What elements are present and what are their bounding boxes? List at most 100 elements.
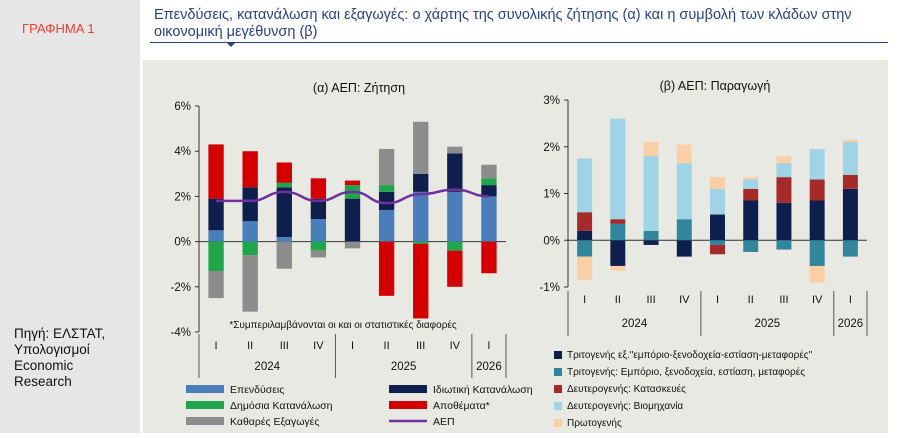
legend-swatch-trade xyxy=(554,351,562,359)
y-tick-label: 6% xyxy=(174,101,191,113)
chart-area: (α) ΑΕΠ: Ζήτηση -4% -2% 0% 2% 4% 6% I II III IV I II… xyxy=(143,60,888,433)
legend-swatch-services xyxy=(554,368,562,376)
bar-industry xyxy=(577,158,593,213)
chart-title-0: (α) ΑΕΠ: Ζήτηση xyxy=(313,81,405,95)
category-label: II xyxy=(384,340,390,352)
title-notch xyxy=(226,42,236,47)
group-label: 2024 xyxy=(622,318,648,330)
source-note: Πηγή: ΕΛΣΤΑΤ, Υπολογισμοί Economic Resea… xyxy=(14,326,106,389)
legend-label: Αποθέματα* xyxy=(433,400,490,412)
bar-privcons xyxy=(242,187,258,222)
bar-trade xyxy=(643,240,659,245)
legend-swatch-inventories xyxy=(389,401,427,409)
bar-trade xyxy=(776,202,792,241)
y-tick-label: 2% xyxy=(174,191,191,203)
bar-primary xyxy=(743,177,759,180)
category-label: III xyxy=(416,340,425,352)
bar-privcons xyxy=(413,173,429,192)
legend-swatch-netexports xyxy=(186,417,224,425)
bar-invest xyxy=(413,191,429,242)
bar-inventories xyxy=(310,178,327,199)
category-label: I xyxy=(351,340,354,352)
y-tick-label: 3% xyxy=(543,95,560,107)
bar-primary xyxy=(710,177,725,189)
legend-label: Δημόσια Κατανάλωση xyxy=(230,400,333,412)
category-label: II xyxy=(615,294,621,306)
legend-label: Ιδιωτική Κατανάλωση xyxy=(433,384,533,396)
bar-netexports xyxy=(276,241,292,269)
bar-industry xyxy=(643,156,659,231)
bar-govcons xyxy=(242,241,258,256)
category-label: I xyxy=(215,340,218,352)
legend-swatch-invest xyxy=(186,385,224,393)
bar-govcons xyxy=(447,241,463,251)
legend-label: Επενδύσεις xyxy=(230,384,284,396)
legend-label: Τριτογενής: Εμπόριο, ξενοδοχεία, εστίαση… xyxy=(567,366,805,378)
bar-services xyxy=(577,240,593,257)
bar-trade xyxy=(710,214,725,241)
bar-construction xyxy=(610,219,626,224)
legend-swatch-privcons xyxy=(389,385,427,393)
bar-trade xyxy=(842,188,858,241)
bar-construction xyxy=(776,177,792,203)
category-label: III xyxy=(646,294,655,306)
bar-inventories xyxy=(447,250,463,287)
bar-invest xyxy=(242,221,258,242)
bar-services xyxy=(776,240,792,250)
page-title: Επενδύσεις, κατανάλωση και εξαγωγές: ο χ… xyxy=(154,7,852,40)
y-tick-label: 0% xyxy=(174,237,191,249)
bar-trade xyxy=(743,200,759,241)
bar-invest xyxy=(276,237,292,242)
bar-construction xyxy=(710,244,725,255)
bar-inventories xyxy=(276,162,292,183)
group-label: 2024 xyxy=(254,361,280,373)
bar-netexports xyxy=(447,146,463,154)
category-label: II xyxy=(748,294,754,306)
category-label: IV xyxy=(679,294,690,306)
bar-trade xyxy=(809,200,825,241)
bar-primary xyxy=(676,144,692,164)
bar-construction xyxy=(842,174,858,189)
bar-govcons xyxy=(208,241,224,271)
bar-inventories xyxy=(208,144,224,199)
bar-privcons xyxy=(378,191,395,210)
bar-services xyxy=(842,240,858,257)
y-tick-label: 0% xyxy=(543,235,560,247)
legend-label: Πρωτογενής xyxy=(567,417,622,429)
bar-industry xyxy=(842,142,858,175)
y-tick-label: 2% xyxy=(543,142,560,154)
bar-privcons xyxy=(481,185,497,197)
bar-privcons xyxy=(276,187,292,238)
bar-govcons xyxy=(276,182,292,188)
legend-label: Τριτογενής εξ."εμπόριο-ξενοδοχεία-εστίασ… xyxy=(567,349,813,361)
bar-inventories xyxy=(481,241,497,274)
legend-swatch-construction xyxy=(554,385,562,393)
chart-note: *Συμπεριλαμβάνονται οι και οι στατιστικέ… xyxy=(229,319,457,331)
bar-industry xyxy=(809,149,825,180)
category-label: III xyxy=(779,294,788,306)
legend-label: Δευτερογενής: Κατασκευές xyxy=(567,383,686,395)
bar-services xyxy=(809,240,825,266)
bar-inventories xyxy=(413,243,429,319)
bar-inventories xyxy=(378,241,395,296)
y-tick-label: -1% xyxy=(540,282,560,294)
bar-primary xyxy=(776,156,792,164)
group-label: 2026 xyxy=(476,361,502,373)
sidebar: ΓΡΑΦΗΜΑ 1 Πηγή: ΕΛΣΤΑΤ, Υπολογισμοί Econ… xyxy=(0,0,140,433)
legend-swatch-primary xyxy=(554,419,562,427)
bar-industry xyxy=(710,188,725,215)
bar-primary xyxy=(809,265,825,283)
bar-netexports xyxy=(208,270,224,299)
category-label: I xyxy=(716,294,719,306)
bar-invest xyxy=(447,191,463,242)
bar-privcons xyxy=(208,198,224,231)
bar-govcons xyxy=(310,241,327,251)
bar-netexports xyxy=(481,164,497,179)
bar-netexports xyxy=(413,121,429,174)
legend-label: Δευτερογενής: Βιομηχανία xyxy=(567,400,683,412)
bar-industry xyxy=(676,163,692,220)
y-tick-label: -2% xyxy=(171,282,191,294)
bar-privcons xyxy=(344,198,361,242)
bar-services xyxy=(643,230,659,241)
bar-inventories xyxy=(344,180,361,186)
